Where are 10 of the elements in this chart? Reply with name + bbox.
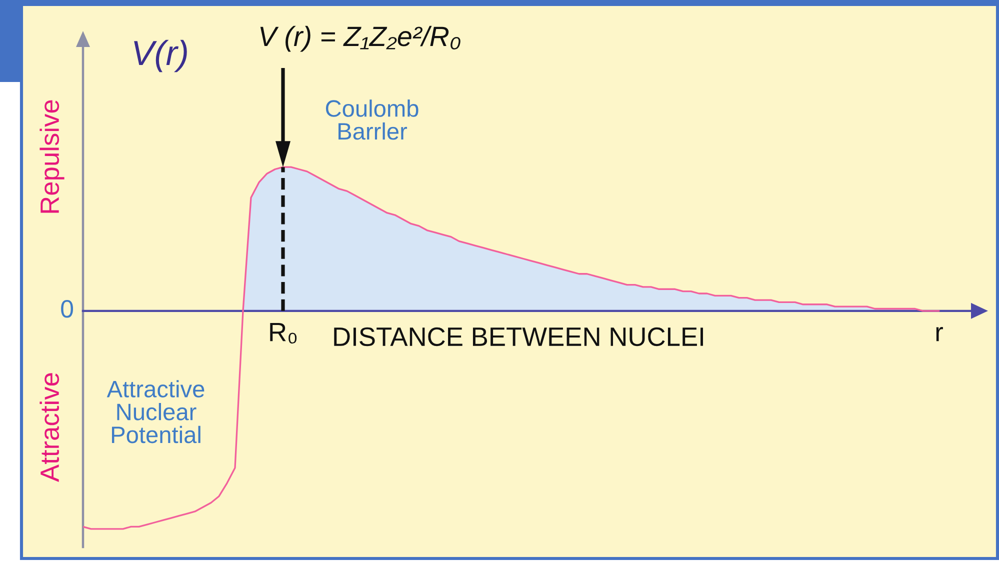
x-tick-label: r <box>936 326 943 342</box>
y-axis-title: V(r) <box>134 40 187 72</box>
text: Repulsive <box>40 100 64 213</box>
text: Coulomb Barrler <box>326 100 418 140</box>
annotation: DISTANCE BETWEEN NUCLEI <box>334 327 703 346</box>
annotation: Attractive Nuclear Potential <box>106 380 204 444</box>
text: V (r) = Z₁Z₂e²/R₀ <box>260 26 460 52</box>
x-tick-label: R₀ <box>270 323 297 344</box>
text: Attractive <box>40 373 60 482</box>
text: 0 <box>61 300 74 318</box>
